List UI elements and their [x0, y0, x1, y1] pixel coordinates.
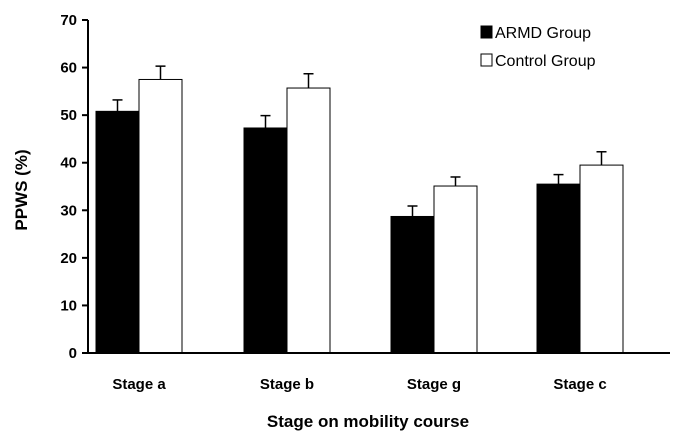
bar-groups [95, 65, 624, 354]
x-axis-title: Stage on mobility course [267, 412, 469, 431]
y-tick-label: 70 [60, 12, 77, 29]
legend-swatch-control [480, 53, 493, 67]
axes [87, 20, 670, 354]
y-tick-label: 60 [60, 60, 77, 77]
x-axis-tick-labels: Stage a Stage b Stage g Stage c [112, 376, 606, 393]
y-axis-title: PPWS (%) [12, 149, 31, 230]
bar-control-group [138, 78, 183, 354]
legend-swatch-armd [480, 25, 493, 39]
y-tick-label: 50 [60, 107, 77, 124]
x-tick-label: Stage b [260, 376, 314, 393]
bar-armd-group [536, 183, 581, 354]
y-tick-label: 40 [60, 155, 77, 172]
y-tick-label: 0 [69, 345, 77, 362]
y-axis-ticks: 0 10 20 30 40 50 60 70 [60, 12, 88, 362]
y-tick-label: 20 [60, 250, 77, 267]
legend: ARMD Group Control Group [480, 25, 596, 70]
y-tick-label: 30 [60, 202, 77, 219]
x-tick-label: Stage g [407, 376, 461, 393]
bar-control-group [579, 164, 624, 354]
bar-control-group [433, 185, 478, 354]
bar-armd-group [95, 110, 140, 354]
bar-armd-group [390, 215, 435, 354]
x-tick-label: Stage c [553, 376, 606, 393]
bar-control-group [286, 87, 331, 354]
bar-armd-group [243, 127, 288, 354]
y-tick-label: 10 [60, 297, 77, 314]
legend-label-control: Control Group [495, 53, 596, 70]
x-tick-label: Stage a [112, 376, 166, 393]
legend-label-armd: ARMD Group [495, 25, 591, 42]
